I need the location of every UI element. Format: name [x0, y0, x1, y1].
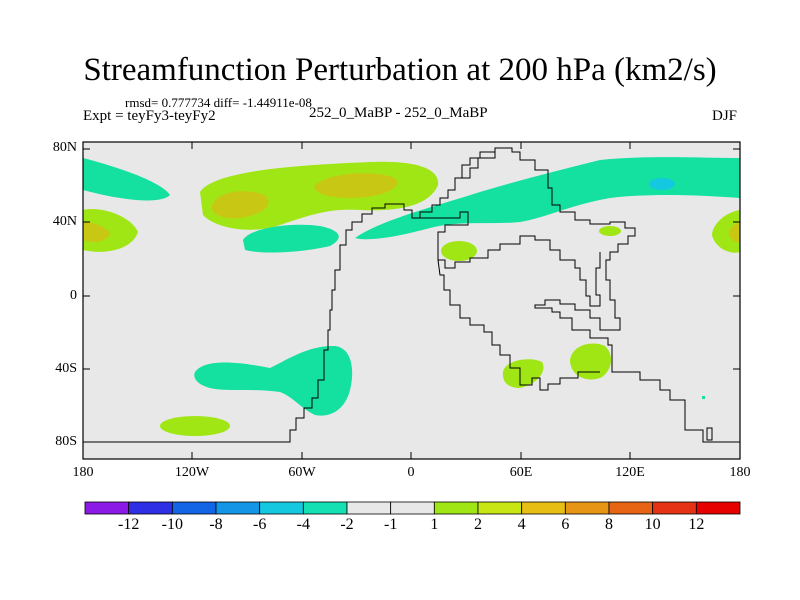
- coastline-inner-asia: [420, 152, 601, 307]
- colorbar-label: -8: [209, 516, 223, 533]
- positive-core-west-edge: [83, 222, 110, 242]
- colorbar-box: [215, 501, 261, 515]
- coastline-west-africa: [437, 259, 600, 391]
- negative-core-siberia: [649, 178, 675, 190]
- experiment-label: Expt = teyFy3-teyFy2: [83, 108, 216, 124]
- negative-anomaly-arctic-west: [83, 158, 170, 201]
- lon-tick-60w: 60W: [288, 465, 316, 480]
- colorbar-label: -2: [340, 516, 354, 533]
- coastlines: [83, 147, 740, 443]
- colorbar-box: [652, 501, 697, 515]
- colorbar: [84, 501, 741, 515]
- lat-tick-0: 0: [70, 288, 77, 303]
- colorbar-box: [171, 501, 217, 515]
- coastline-main-continent: [83, 147, 740, 443]
- positive-anomaly-south-pacific: [160, 416, 230, 436]
- colorbar-box: [477, 501, 523, 515]
- lat-tick-80s: 80S: [55, 434, 77, 449]
- lat-tick-40s: 40S: [55, 361, 77, 376]
- colorbar-box: [128, 501, 173, 515]
- colorbar-box: [259, 501, 304, 515]
- colorbar-box: [608, 501, 654, 515]
- colorbar-box: [346, 501, 392, 515]
- positive-anomaly-mediterranean: [441, 241, 477, 261]
- colorbar-box: [433, 501, 479, 515]
- lon-tick-60e: 60E: [509, 465, 533, 480]
- colorbar-label: -10: [161, 516, 183, 533]
- colorbar-label: 4: [517, 516, 526, 533]
- lon-tick-180-east: 180: [729, 465, 751, 480]
- lon-tick-180-west: 180: [72, 465, 94, 480]
- axis-ticks: [83, 142, 740, 459]
- colorbar-box: [521, 501, 566, 515]
- positive-anomaly-indian-ocean-east: [570, 343, 612, 380]
- lat-tick-40n: 40N: [52, 214, 77, 229]
- colorbar-label: -1: [383, 516, 398, 533]
- positive-anomaly-indian-ocean-west: [502, 359, 544, 388]
- colorbar-box: [695, 501, 741, 515]
- colorbar-box: [564, 501, 610, 515]
- negative-anomaly-north-atlantic-band: [355, 157, 740, 240]
- positive-core-east-edge: [728, 222, 740, 243]
- positive-anomaly-asia-small: [599, 226, 621, 236]
- positive-core-north-pacific-west: [211, 191, 269, 219]
- stats-line: rmsd= 0.777734 diff= -1.44911e-08: [125, 95, 312, 110]
- colorbar-box: [390, 501, 435, 515]
- colorbar-label: -6: [252, 516, 267, 533]
- colorbar-label: -12: [117, 516, 140, 533]
- negative-anomaly-tiny: [702, 396, 705, 399]
- lat-tick-80n: 80N: [52, 140, 77, 155]
- colorbar-label: 2: [474, 516, 482, 533]
- colorbar-box: [84, 501, 130, 515]
- colorbar-label: 1: [430, 516, 439, 533]
- colorbar-label: 12: [688, 516, 705, 533]
- colorbar-box: [302, 501, 348, 515]
- lon-tick-0: 0: [407, 465, 415, 480]
- season-label: DJF: [712, 108, 738, 124]
- positive-core-north-pacific-east: [314, 173, 398, 198]
- lon-tick-120e: 120E: [615, 465, 645, 480]
- positive-anomaly-east-edge: [712, 210, 740, 253]
- colorbar-label: 10: [644, 516, 661, 533]
- colorbar-label: 6: [561, 516, 570, 533]
- lon-tick-120w: 120W: [174, 465, 210, 480]
- runs-label: 252_0_MaBP - 252_0_MaBP: [309, 105, 488, 121]
- negative-anomaly-north-america: [243, 224, 339, 253]
- coastline-island-south: [706, 427, 713, 441]
- colorbar-label: -4: [296, 516, 310, 533]
- figure-title: Streamfunction Perturbation at 200 hPa (…: [83, 52, 717, 88]
- colorbar-label: 8: [605, 516, 613, 533]
